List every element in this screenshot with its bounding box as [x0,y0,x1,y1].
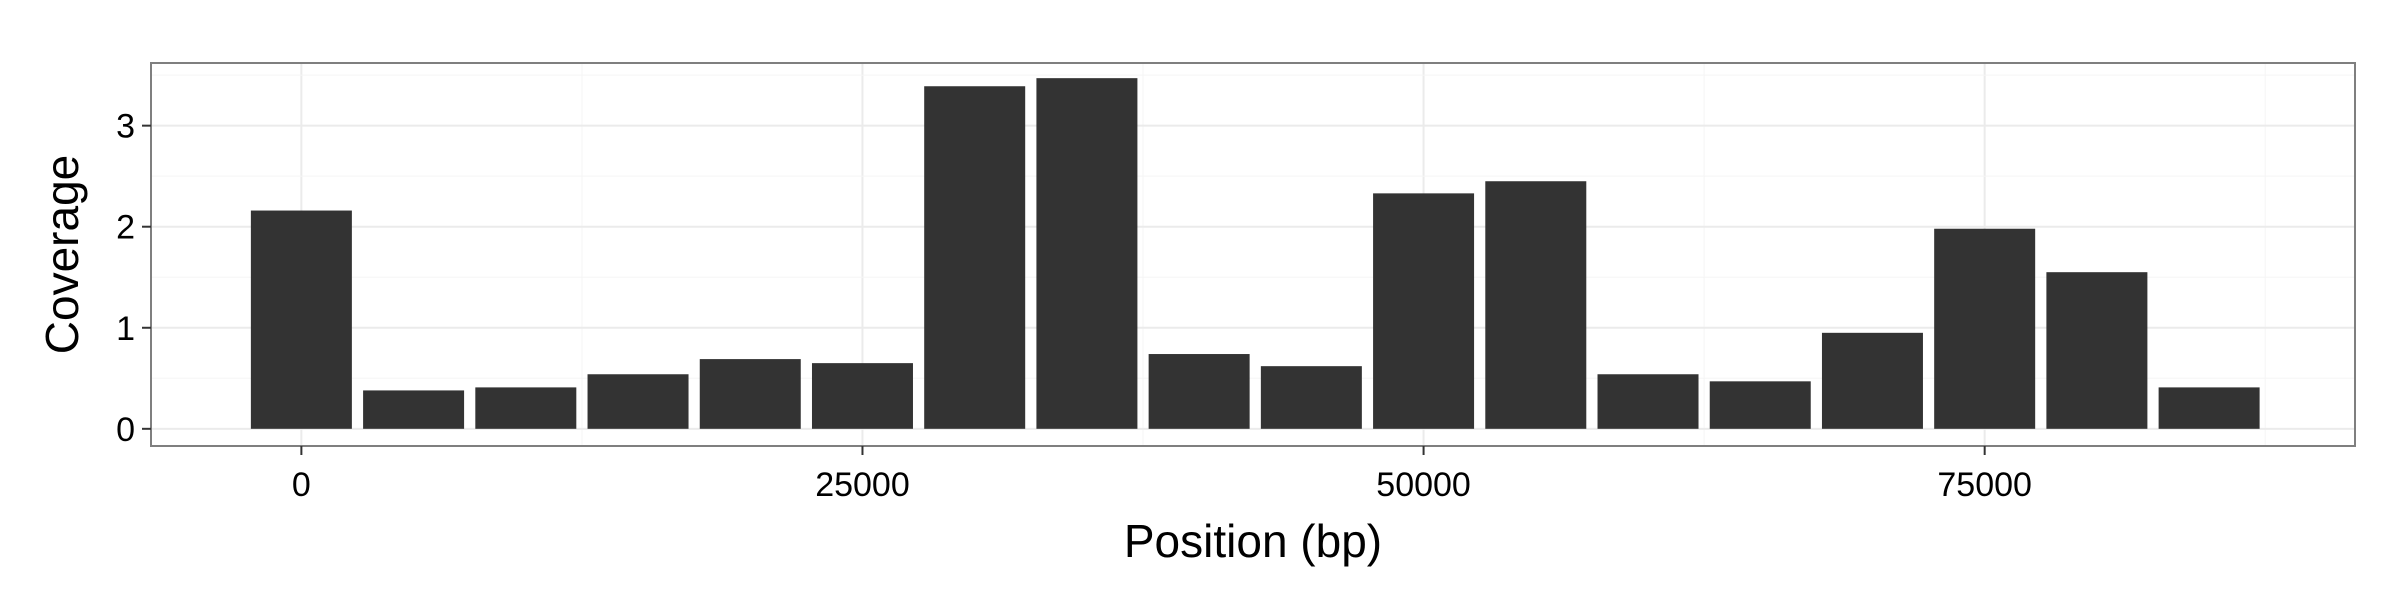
plot-panel-border [150,62,2356,447]
bar [1709,381,1811,429]
bar [924,86,1026,429]
bar [2046,272,2148,429]
x-tick-label: 0 [292,466,311,504]
bar [1260,366,1362,429]
y-tick-label: 0 [116,411,135,449]
bars [250,78,2260,429]
bar [363,390,465,429]
grid-lines [151,63,2355,446]
bar [250,210,352,429]
bar [1821,332,1923,429]
bar [699,359,801,429]
bar [1485,181,1587,429]
x-tick-label: 75000 [1937,466,2032,504]
bar [811,363,913,429]
x-tick-label: 25000 [815,466,910,504]
y-tick-label: 3 [116,108,135,146]
bar [1373,193,1475,429]
x-tick-label: 50000 [1376,466,1471,504]
bar [2158,387,2260,429]
bar [1036,78,1138,429]
bar [1934,228,2036,429]
bar [475,387,577,429]
axes: 0 25000 50000 75000 0 1 2 3 [116,108,2032,504]
x-axis-title: Position (bp) [1124,515,1382,567]
y-tick-label: 1 [116,310,135,348]
bar [1597,374,1699,429]
bar [1148,354,1250,429]
bar [587,374,689,429]
y-axis-title: Coverage [36,155,88,354]
y-tick-label: 2 [116,209,135,247]
